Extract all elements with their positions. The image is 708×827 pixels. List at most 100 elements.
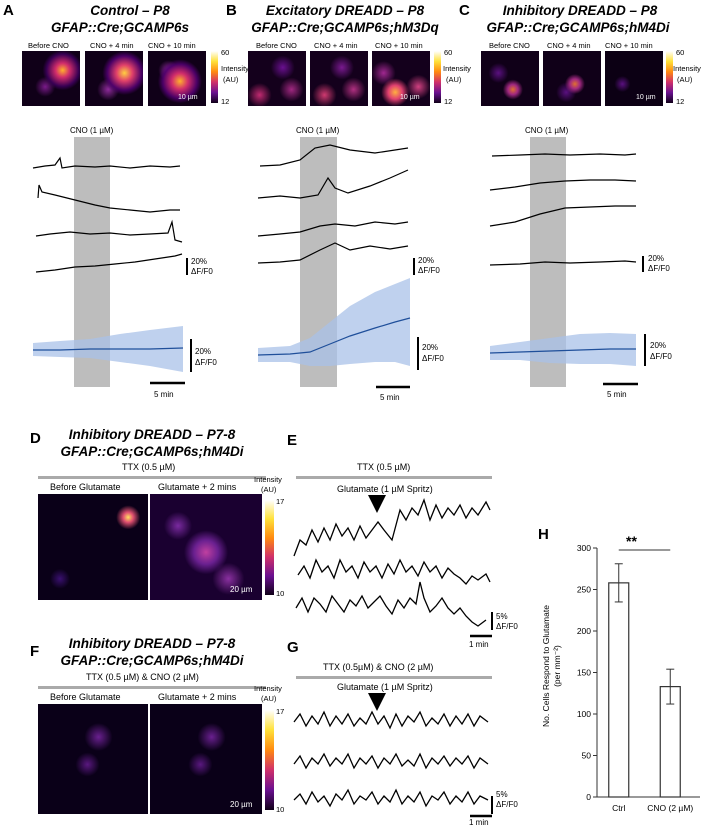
panel-d-title-1: Inhibitory DREADD – P7-8 [68,427,236,442]
panel-b-scale-y-1b: ΔF/F0 [418,266,440,275]
panel-b-scale-y-2: 20% [422,343,439,352]
panel-label-b: B [226,2,237,19]
panel-c-cbar-min: 12 [676,97,685,106]
panel-b-trace-3 [257,221,409,237]
panel-c-cbar-unit: (AU) [677,75,693,84]
panel-b-scale-label: 10 µm [400,94,420,101]
panel-c-image-10min [605,51,663,106]
panel-g-trace-3 [293,788,489,808]
panel-b-img-label-1: Before CNO [256,41,297,50]
panel-e-stim: Glutamate (1 µM Spritz) [337,484,433,494]
panel-e-trace-1 [293,498,491,557]
panel-f-img-label-1: Before Glutamate [50,692,121,702]
panel-a-mean [33,347,184,351]
panel-a-img-label-1: Before CNO [28,41,69,50]
panel-b-colorbar [434,51,441,103]
panel-c-band [490,333,636,366]
panel-a-title-2: GFAP::Cre;GCAMP6s [50,20,190,35]
h-y-tick-label: 300 [577,543,591,553]
panel-c-colorbar [666,51,673,103]
panel-h-ylabel-line2: (per mm⁻²) [552,645,562,687]
panel-a-time-label: 5 min [154,390,174,399]
panel-f-colorbar [265,710,274,810]
h-y-tick-label: 250 [577,585,591,595]
panel-b-cbar-label: Intensity [443,64,471,73]
panel-a-cbar-min: 12 [221,97,230,106]
panel-d-img-label-1: Before Glutamate [50,482,121,492]
panel-b-cbar-unit: (AU) [446,75,462,84]
panel-g-treatment: TTX (0.5µM) & CNO (2 µM) [323,662,434,672]
panel-a-cbar-unit: (AU) [223,75,239,84]
h-x-tick-label: CNO (2 µM) [647,803,693,813]
panel-c-cbar-label: Intensity [673,64,701,73]
panel-d-cbar-min: 10 [276,589,285,598]
panel-a-colorbar [211,51,218,103]
panel-b-cbar-max: 60 [444,48,453,57]
panel-b-title-2: GFAP::Cre;GCAMP6s;hM3Dq [251,20,439,35]
panel-a-cbar-max: 60 [221,48,230,57]
panel-c-time-label: 5 min [607,390,627,399]
panel-e-scale-y-b: ΔF/F0 [496,622,518,631]
panel-b-trace-1 [259,144,409,167]
panel-a-img-label-3: CNO + 10 min [148,41,196,50]
panel-d-image-before [38,494,148,600]
h-y-tick-label: 200 [577,626,591,636]
panel-a-cno-label: CNO (1 µM) [70,126,114,135]
panel-e-trace-3 [295,581,487,627]
panel-b-img-label-2: CNO + 4 min [314,41,358,50]
panel-b-title-1: Excitatory DREADD – P8 [265,3,425,18]
panel-c-cno-label: CNO (1 µM) [525,126,569,135]
panel-c-image-before [481,51,539,106]
panel-a-title-1: Control – P8 [90,3,170,18]
panel-e-trace-2 [297,558,491,585]
panel-c-trace-2 [489,179,637,191]
panel-a-image-before [22,51,80,106]
panel-d-cbar-label: Intensity [254,475,282,484]
panel-g-trace-1 [293,710,489,730]
panel-label-d: D [30,430,41,447]
panel-e-treatment-bar [296,476,492,479]
panel-g-treatment-bar [296,676,492,679]
panel-c-mean [489,348,636,354]
panel-e-treatment: TTX (0.5 µM) [357,462,411,472]
panel-c-img-label-2: CNO + 4 min [547,41,591,50]
panel-a-trace-2 [37,184,180,213]
panel-f-img-label-2: Glutamate + 2 mins [158,692,237,702]
panel-a-image-10min [148,51,206,106]
panel-d-cbar-unit: (AU) [261,485,277,494]
panel-a-trace-4 [35,253,183,273]
panel-f-title-1: Inhibitory DREADD – P7-8 [68,636,236,651]
panel-f-scale-label: 20 µm [230,800,253,809]
panel-d-image-after [150,494,262,600]
panel-c-trace-1 [491,153,637,157]
panel-c-title-1: Inhibitory DREADD – P8 [502,3,658,18]
h-y-tick-label: 50 [582,751,592,761]
panel-label-c: C [459,2,470,19]
panel-b-trace-2 [257,169,409,199]
panel-e-stim-arrow [368,495,386,513]
panel-a-image-4min [85,51,143,106]
panel-c-scale-label: 10 µm [636,94,656,101]
panel-label-a: A [3,2,14,19]
h-bar [608,582,630,798]
panel-f-treatment: TTX (0.5 µM) & CNO (2 µM) [86,672,199,682]
panel-g-stim-arrow [368,693,386,711]
panel-d-cbar-max: 17 [276,497,285,506]
panel-c-scale-y-1b: ΔF/F0 [648,264,670,273]
panel-c-trace-4 [489,260,637,266]
panel-f-treatment-bar [38,686,266,689]
panel-d-img-label-2: Glutamate + 2 mins [158,482,237,492]
h-y-tick-label: 0 [586,792,591,802]
panel-g-trace-2 [293,752,489,770]
panel-d-title-2: GFAP::Cre;GCAMP6s;hM4Di [60,444,244,459]
panel-b-time-label: 5 min [380,393,400,402]
panel-c-title-2: GFAP::Cre;GCAMP6s;hM4Di [486,20,670,35]
panel-c-img-label-3: CNO + 10 min [605,41,653,50]
panel-a-cbar-label: Intensity [221,64,249,73]
